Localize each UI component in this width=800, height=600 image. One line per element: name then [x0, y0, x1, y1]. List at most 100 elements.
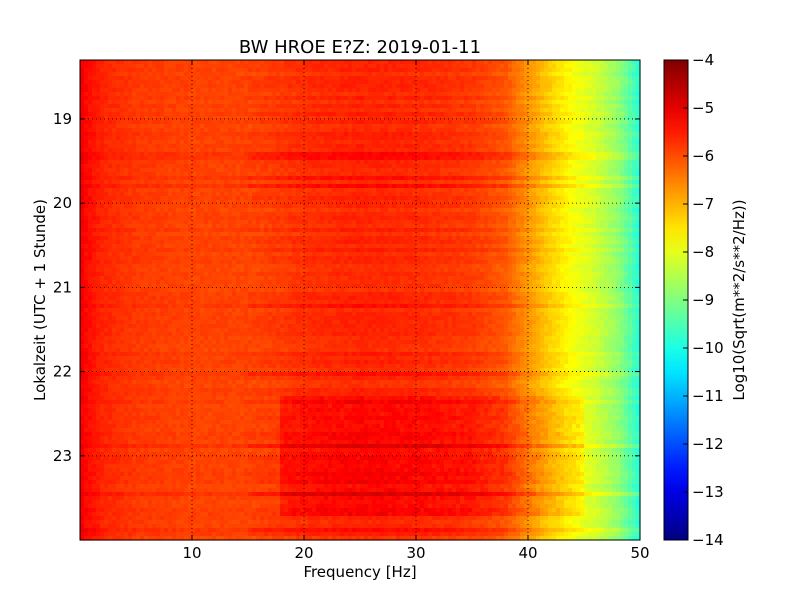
heatmap-cell: [84, 188, 89, 193]
heatmap-cell: [308, 116, 313, 121]
heatmap-cell: [544, 132, 549, 137]
heatmap-cell: [376, 68, 381, 73]
heatmap-cell: [312, 116, 317, 121]
heatmap-cell: [196, 156, 201, 161]
heatmap-cell: [324, 88, 329, 93]
heatmap-cell: [172, 124, 177, 129]
heatmap-cell: [204, 68, 209, 73]
heatmap-cell: [636, 188, 641, 193]
heatmap-cell: [120, 100, 125, 105]
heatmap-cell: [412, 72, 417, 77]
heatmap-cell: [96, 160, 101, 165]
heatmap-cell: [592, 124, 597, 129]
heatmap-cell: [144, 128, 149, 133]
heatmap-cell: [128, 148, 133, 153]
heatmap-cell: [628, 84, 633, 89]
heatmap-cell: [104, 136, 109, 141]
heatmap-cell: [188, 88, 193, 93]
heatmap-cell: [292, 116, 297, 121]
heatmap-cell: [220, 180, 225, 185]
heatmap-cell: [176, 92, 181, 97]
heatmap-cell: [384, 156, 389, 161]
heatmap-cell: [344, 164, 349, 169]
heatmap-cell: [560, 152, 565, 157]
heatmap-cell: [344, 72, 349, 77]
heatmap-cell: [540, 140, 545, 145]
heatmap-cell: [200, 64, 205, 69]
heatmap-cell: [404, 124, 409, 129]
heatmap-cell: [428, 200, 433, 205]
heatmap-cell: [448, 164, 453, 169]
heatmap-cell: [528, 168, 533, 173]
heatmap-cell: [496, 92, 501, 97]
heatmap-cell: [260, 60, 265, 65]
heatmap-cell: [204, 196, 209, 201]
heatmap-cell: [480, 156, 485, 161]
heatmap-cell: [352, 196, 357, 201]
heatmap-cell: [372, 132, 377, 137]
heatmap-cell: [300, 112, 305, 117]
heatmap-cell: [132, 72, 137, 77]
heatmap-cell: [204, 116, 209, 121]
heatmap-cell: [256, 144, 261, 149]
heatmap-cell: [484, 112, 489, 117]
heatmap-cell: [88, 192, 93, 197]
heatmap-cell: [532, 76, 537, 81]
heatmap-cell: [272, 132, 277, 137]
heatmap-cell: [512, 80, 517, 85]
heatmap-cell: [464, 180, 469, 185]
heatmap-cell: [172, 152, 177, 157]
heatmap-cell: [264, 136, 269, 141]
heatmap-cell: [528, 176, 533, 181]
heatmap-cell: [88, 144, 93, 149]
heatmap-cell: [424, 168, 429, 173]
heatmap-cell: [424, 80, 429, 85]
heatmap-cell: [428, 196, 433, 201]
heatmap-cell: [376, 176, 381, 181]
heatmap-cell: [384, 140, 389, 145]
heatmap-cell: [376, 144, 381, 149]
heatmap-cell: [300, 152, 305, 157]
heatmap-cell: [152, 172, 157, 177]
heatmap-cell: [412, 180, 417, 185]
heatmap-cell: [148, 132, 153, 137]
heatmap-cell: [180, 180, 185, 185]
heatmap-cell: [636, 184, 641, 189]
heatmap-cell: [260, 96, 265, 101]
heatmap-cell: [384, 180, 389, 185]
heatmap-cell: [620, 148, 625, 153]
heatmap-cell: [140, 84, 145, 89]
heatmap-cell: [440, 76, 445, 81]
heatmap-cell: [160, 188, 165, 193]
heatmap-cell: [84, 60, 89, 65]
heatmap-cell: [152, 60, 157, 65]
heatmap-cell: [508, 100, 513, 105]
heatmap-cell: [476, 64, 481, 69]
heatmap-cell: [368, 188, 373, 193]
heatmap-cell: [104, 92, 109, 97]
heatmap-cell: [224, 64, 229, 69]
heatmap-cell: [392, 152, 397, 157]
heatmap-cell: [240, 68, 245, 73]
heatmap-cell: [512, 64, 517, 69]
heatmap-cell: [584, 136, 589, 141]
heatmap-cell: [392, 188, 397, 193]
heatmap-cell: [108, 148, 113, 153]
heatmap-cell: [436, 92, 441, 97]
heatmap-cell: [292, 80, 297, 85]
heatmap-cell: [636, 168, 641, 173]
heatmap-cell: [564, 148, 569, 153]
heatmap-cell: [476, 196, 481, 201]
heatmap-cell: [324, 92, 329, 97]
heatmap-cell: [88, 168, 93, 173]
heatmap-cell: [316, 60, 321, 65]
heatmap-cell: [352, 112, 357, 117]
heatmap-cell: [580, 160, 585, 165]
heatmap-cell: [536, 196, 541, 201]
heatmap-cell: [392, 132, 397, 137]
heatmap-cell: [452, 200, 457, 205]
heatmap-cell: [104, 88, 109, 93]
heatmap-cell: [580, 84, 585, 89]
heatmap-cell: [408, 112, 413, 117]
heatmap-cell: [332, 148, 337, 153]
